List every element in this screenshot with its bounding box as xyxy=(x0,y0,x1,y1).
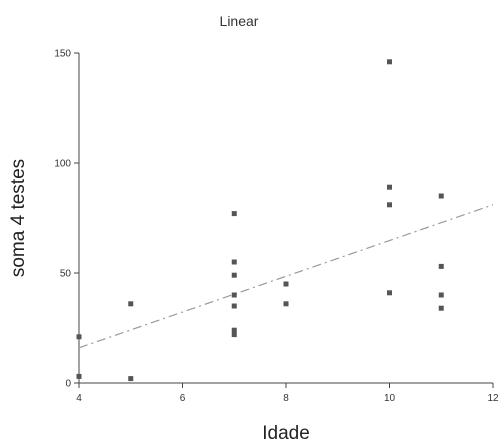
data-point xyxy=(283,301,289,307)
data-point xyxy=(283,281,289,287)
data-point xyxy=(231,303,237,309)
data-point xyxy=(387,184,392,190)
y-tick-label: 150 xyxy=(54,49,71,60)
data-point xyxy=(438,292,444,298)
y-axis-title: soma 4 testes xyxy=(8,159,29,277)
chart-title: Linear xyxy=(220,13,259,29)
x-tick-label: 12 xyxy=(487,393,499,404)
data-point xyxy=(76,334,82,340)
y-tick-label: 100 xyxy=(54,159,71,170)
data-point xyxy=(438,263,444,269)
data-point xyxy=(231,332,237,338)
x-tick-label: 8 xyxy=(283,393,289,404)
data-point xyxy=(231,292,237,298)
data-point xyxy=(128,301,134,307)
data-point xyxy=(231,327,237,333)
linear-fit-line xyxy=(78,204,494,349)
x-ticks: 4 6 8 10 12 xyxy=(76,383,499,404)
data-point xyxy=(387,59,392,65)
data-point xyxy=(231,259,237,265)
data-point xyxy=(387,290,392,296)
data-point xyxy=(76,373,82,379)
x-tick-label: 10 xyxy=(384,393,396,404)
fit-line-layer xyxy=(78,204,494,349)
x-tick-label: 6 xyxy=(180,393,186,404)
x-axis-title: Idade xyxy=(262,423,310,444)
data-point xyxy=(438,305,444,311)
data-point xyxy=(128,376,134,382)
data-point xyxy=(387,202,392,208)
y-ticks: 0 50 100 150 xyxy=(54,49,79,390)
axes: 0 50 100 150 4 6 8 10 12 xyxy=(54,49,499,405)
y-tick-label: 50 xyxy=(60,269,72,280)
y-tick-label: 0 xyxy=(65,379,71,390)
data-point xyxy=(231,272,237,278)
data-point xyxy=(438,193,444,199)
data-points xyxy=(76,59,444,382)
data-point xyxy=(231,211,237,217)
x-tick-label: 4 xyxy=(76,393,82,404)
